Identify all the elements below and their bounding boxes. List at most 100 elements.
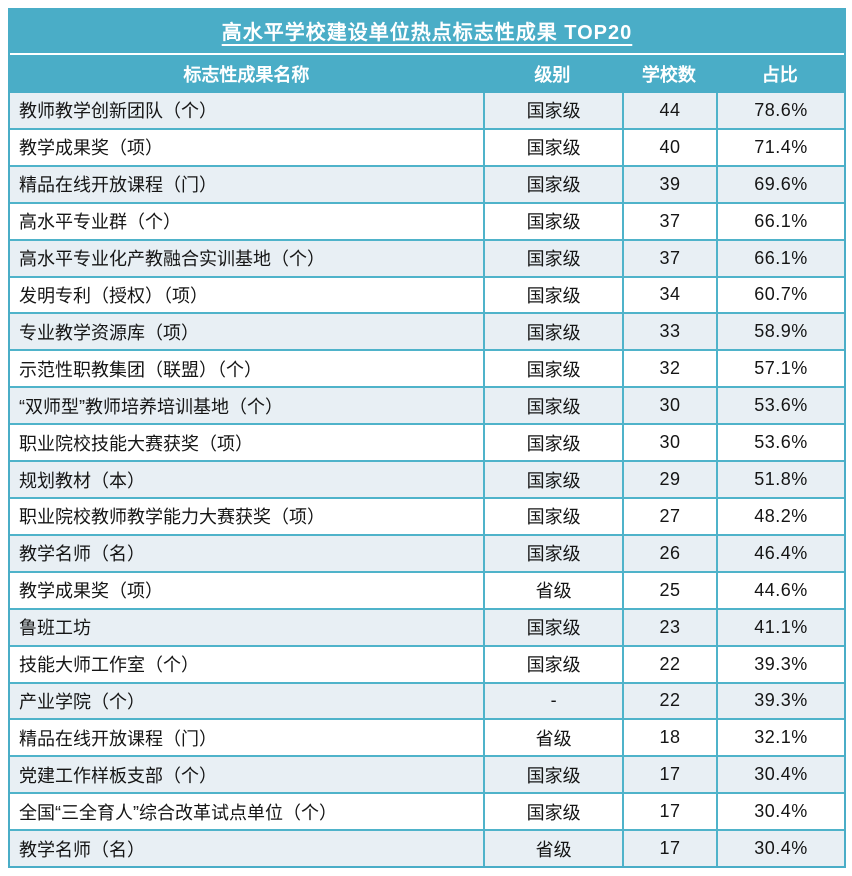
cell-percentage: 60.7%: [754, 284, 808, 305]
cell-achievement-name: 高水平专业群（个）: [10, 203, 486, 239]
column-header-school-count: 学校数: [641, 65, 696, 85]
cell-percentage: 69.6%: [754, 173, 808, 194]
cell-percentage: 57.1%: [754, 358, 808, 379]
cell-school-count: 39: [624, 166, 718, 202]
table-title-bar: 高水平学校建设单位热点标志性成果 TOP20: [10, 8, 844, 55]
cell-achievement-name: 专业教学资源库（项）: [10, 314, 486, 350]
cell-achievement-name: 教学成果奖（项）: [10, 129, 486, 165]
cell-achievement-name: 发明专利（授权）（项）: [10, 277, 486, 313]
table-body: 教师教学创新团队（个） 国家级 44 78.6% 教学成果奖（项） 国家级 40 71.4% 精…: [10, 93, 844, 867]
cell-achievement-name: 教师教学创新团队（个）: [10, 93, 486, 128]
cell-percentage: 71.4%: [754, 136, 808, 157]
cell-school-count: 26: [624, 535, 718, 571]
cell-achievement-name: 技能大师工作室（个）: [10, 646, 486, 682]
table-row: 教学成果奖（项） 国家级 40 71.4%: [10, 129, 844, 167]
cell-level: 国家级: [485, 609, 625, 645]
table-row: 教学成果奖（项） 省级 25 44.6%: [10, 572, 844, 610]
cell-school-count: 18: [624, 720, 718, 756]
cell-achievement-name: 职业院校技能大赛获奖（项）: [10, 425, 486, 461]
table-row: 精品在线开放课程（门） 国家级 39 69.6%: [10, 166, 844, 204]
cell-level: 国家级: [485, 93, 625, 128]
cell-percentage: 30.4%: [754, 764, 808, 785]
cell-percentage: 58.9%: [754, 321, 808, 342]
table-row: 全国“三全育人”综合改革试点单位（个） 国家级 17 30.4%: [10, 794, 844, 832]
cell-level: 国家级: [485, 314, 625, 350]
table-header-row: 标志性成果名称 级别 学校数 占比: [10, 55, 844, 93]
table-row: 教学名师（名） 省级 17 30.4%: [10, 831, 844, 867]
cell-school-count: 29: [624, 462, 718, 497]
cell-achievement-name: 精品在线开放课程（门）: [10, 166, 486, 202]
cell-level: 国家级: [485, 240, 625, 276]
table-row: 教学名师（名） 国家级 26 46.4%: [10, 535, 844, 573]
table-row: 鲁班工坊 国家级 23 41.1%: [10, 609, 844, 647]
cell-level: 国家级: [485, 129, 625, 165]
cell-school-count: 25: [624, 572, 718, 608]
cell-level: 国家级: [485, 388, 625, 424]
cell-percentage: 78.6%: [754, 99, 808, 120]
cell-achievement-name: 职业院校教师教学能力大赛获奖（项）: [10, 498, 486, 534]
cell-level: -: [485, 683, 625, 719]
cell-level: 国家级: [485, 425, 625, 461]
cell-level: 国家级: [485, 277, 625, 313]
cell-level: 省级: [485, 720, 625, 756]
table-row: 教师教学创新团队（个） 国家级 44 78.6%: [10, 93, 844, 130]
cell-level: 国家级: [485, 166, 625, 202]
column-header-level: 级别: [534, 65, 571, 85]
cell-school-count: 44: [624, 93, 718, 128]
cell-school-count: 30: [624, 388, 718, 424]
cell-percentage: 53.6%: [754, 395, 808, 416]
cell-achievement-name: 示范性职教集团（联盟）（个）: [10, 351, 486, 387]
cell-school-count: 17: [624, 794, 718, 830]
cell-percentage: 44.6%: [754, 579, 808, 600]
cell-percentage: 41.1%: [754, 616, 808, 637]
cell-achievement-name: 鲁班工坊: [10, 609, 486, 645]
cell-level: 国家级: [485, 498, 625, 534]
cell-achievement-name: 产业学院（个）: [10, 683, 486, 719]
cell-school-count: 23: [624, 609, 718, 645]
column-header-achievement-name: 标志性成果名称: [183, 65, 310, 85]
cell-percentage: 66.1%: [754, 247, 808, 268]
cell-achievement-name: 规划教材（本）: [10, 462, 486, 497]
table-row: “双师型”教师培养培训基地（个） 国家级 30 53.6%: [10, 388, 844, 426]
cell-level: 国家级: [485, 794, 625, 830]
cell-level: 国家级: [485, 203, 625, 239]
cell-achievement-name: 教学名师（名）: [10, 535, 486, 571]
cell-level: 省级: [485, 572, 625, 608]
table-row: 党建工作样板支部（个） 国家级 17 30.4%: [10, 757, 844, 795]
cell-level: 国家级: [485, 351, 625, 387]
cell-achievement-name: 高水平专业化产教融合实训基地（个）: [10, 240, 486, 276]
cell-school-count: 22: [624, 683, 718, 719]
table-row: 精品在线开放课程（门） 省级 18 32.1%: [10, 720, 844, 758]
table-row: 示范性职教集团（联盟）（个） 国家级 32 57.1%: [10, 351, 844, 389]
cell-achievement-name: 教学成果奖（项）: [10, 572, 486, 608]
cell-percentage: 30.4%: [754, 801, 808, 822]
cell-percentage: 66.1%: [754, 210, 808, 231]
table-row: 规划教材（本） 国家级 29 51.8%: [10, 462, 844, 499]
table-row: 发明专利（授权）（项） 国家级 34 60.7%: [10, 277, 844, 315]
cell-achievement-name: 全国“三全育人”综合改革试点单位（个）: [10, 794, 486, 830]
cell-achievement-name: 党建工作样板支部（个）: [10, 757, 486, 793]
cell-percentage: 39.3%: [754, 653, 808, 674]
cell-percentage: 53.6%: [754, 432, 808, 453]
column-header-percentage: 占比: [761, 65, 798, 85]
cell-school-count: 33: [624, 314, 718, 350]
cell-level: 国家级: [485, 757, 625, 793]
table-row: 职业院校技能大赛获奖（项） 国家级 30 53.6%: [10, 425, 844, 463]
cell-level: 国家级: [485, 462, 625, 497]
cell-school-count: 32: [624, 351, 718, 387]
cell-achievement-name: 教学名师（名）: [10, 831, 486, 867]
table-row: 职业院校教师教学能力大赛获奖（项） 国家级 27 48.2%: [10, 498, 844, 536]
cell-school-count: 17: [624, 757, 718, 793]
cell-percentage: 51.8%: [754, 469, 808, 490]
table-row: 技能大师工作室（个） 国家级 22 39.3%: [10, 646, 844, 684]
table-row: 高水平专业化产教融合实训基地（个） 国家级 37 66.1%: [10, 240, 844, 278]
cell-school-count: 27: [624, 498, 718, 534]
cell-percentage: 46.4%: [754, 542, 808, 563]
page-title: 高水平学校建设单位热点标志性成果 TOP20: [221, 22, 633, 44]
cell-level: 国家级: [485, 646, 625, 682]
cell-school-count: 40: [624, 129, 718, 165]
cell-school-count: 37: [624, 203, 718, 239]
cell-level: 省级: [485, 831, 625, 867]
cell-percentage: 48.2%: [754, 505, 808, 526]
cell-school-count: 22: [624, 646, 718, 682]
